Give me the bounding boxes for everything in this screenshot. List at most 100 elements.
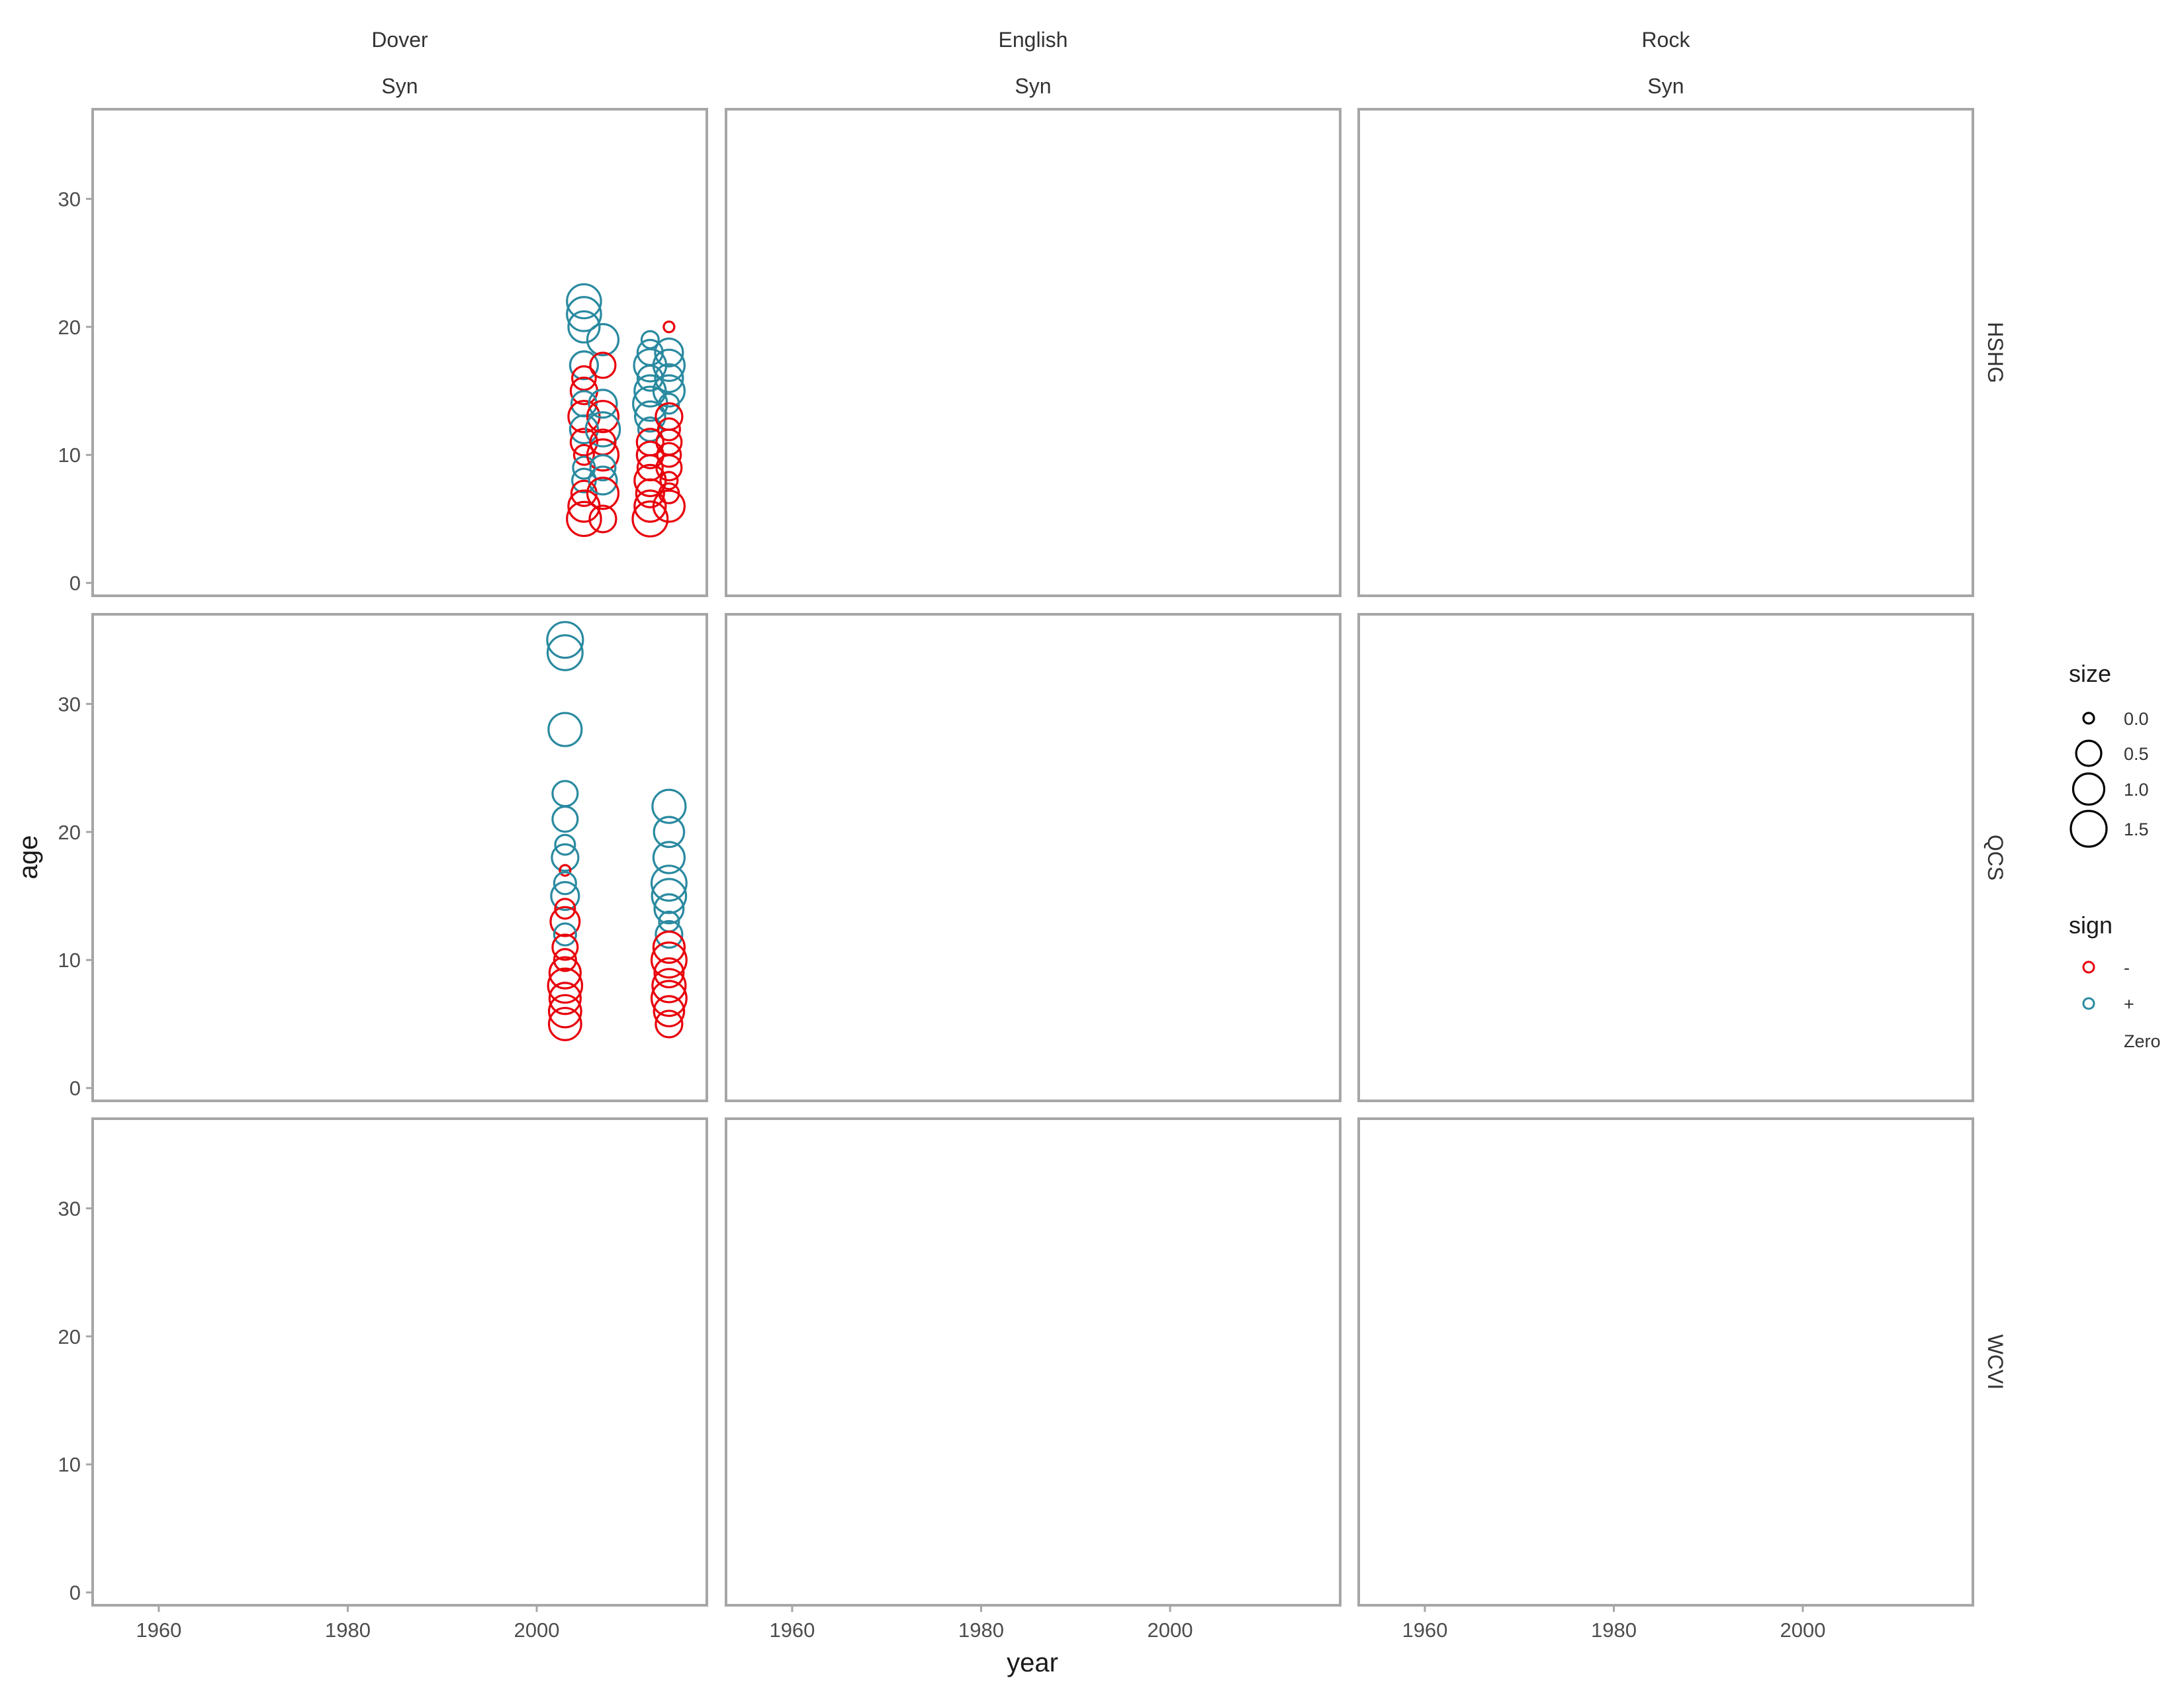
facet-panel — [725, 1117, 1342, 1607]
y-tick-label: 0 — [69, 572, 81, 595]
point-negative — [635, 440, 664, 469]
point-positive — [651, 788, 687, 824]
point-negative — [548, 982, 582, 1015]
point-positive — [652, 841, 686, 874]
point-positive — [551, 805, 579, 833]
point-negative — [635, 478, 665, 508]
facet-row-label: HSHG — [1983, 322, 2007, 383]
point-negative — [589, 352, 617, 379]
point-positive — [652, 348, 686, 382]
point-positive — [551, 843, 580, 872]
point-positive — [652, 374, 686, 408]
point-negative — [650, 941, 688, 979]
point-negative — [586, 438, 620, 472]
y-tick-label: 20 — [58, 316, 81, 339]
point-positive — [567, 310, 601, 344]
legend-size-key — [2071, 772, 2106, 806]
facet-col-label-bottom: Syn — [1647, 74, 1684, 98]
x-tick-label: 2000 — [1780, 1618, 1826, 1642]
facet-strips: Dover Syn English Syn Rock Syn HSHG QCS WCVI — [371, 28, 2007, 1389]
point-negative — [651, 968, 687, 1004]
legend-sign-key — [2082, 997, 2095, 1010]
facet-panel — [91, 613, 708, 1102]
panel-points — [566, 283, 686, 538]
y-tick-label: 30 — [58, 692, 81, 716]
point-positive — [588, 389, 618, 419]
point-negative — [653, 957, 685, 989]
x-tick-label: 1980 — [1591, 1618, 1637, 1642]
y-tick-label: 10 — [58, 444, 81, 467]
point-negative — [650, 980, 688, 1017]
point-positive — [547, 712, 583, 747]
legend-size-key — [2075, 739, 2103, 767]
point-positive — [554, 833, 576, 856]
point-positive — [566, 296, 602, 332]
legend-size-label: 0.0 — [2124, 709, 2149, 729]
facet-panel — [1357, 613, 1974, 1102]
legend-sign-title: sign — [2069, 912, 2113, 939]
x-axis-title: year — [1007, 1648, 1058, 1677]
point-negative — [653, 995, 686, 1027]
point-negative — [588, 504, 617, 534]
facet-row-label: WCVI — [1983, 1335, 2007, 1390]
x-tick-label: 1960 — [136, 1618, 181, 1642]
point-positive — [588, 465, 618, 496]
point-negative — [569, 428, 599, 457]
point-positive — [566, 283, 602, 320]
y-tick-label: 30 — [58, 1197, 81, 1220]
point-negative — [547, 967, 584, 1004]
x-tick-label: 1980 — [958, 1618, 1004, 1642]
point-negative — [659, 471, 679, 491]
point-positive — [651, 878, 688, 914]
point-negative — [655, 454, 683, 482]
point-negative — [662, 320, 676, 334]
facet-col-label-top: English — [999, 28, 1068, 52]
x-tick-label: 2000 — [1148, 1618, 1193, 1642]
point-negative — [566, 500, 602, 538]
point-negative — [631, 500, 669, 538]
facet-col-label-top: Dover — [371, 28, 428, 52]
facet-panels — [91, 108, 1974, 1607]
facet-panel — [91, 1117, 708, 1607]
point-positive — [653, 816, 686, 849]
facet-row-label: QCS — [1983, 835, 2007, 880]
point-positive — [550, 880, 580, 912]
legend-sign-label: + — [2124, 994, 2134, 1014]
legend: size 0.0 0.5 1.0 1.5 sign- + Zero — [2069, 660, 2161, 1051]
x-tick-label: 1980 — [325, 1618, 371, 1642]
facet-panel — [725, 613, 1342, 1102]
point-negative — [633, 489, 667, 523]
legend-size-label: 1.0 — [2124, 780, 2149, 800]
facet-col-label-bottom: Syn — [381, 74, 418, 98]
point-negative — [570, 365, 597, 391]
point-negative — [548, 956, 582, 990]
point-positive — [654, 337, 684, 368]
panel-points — [546, 621, 688, 1041]
point-negative — [586, 477, 620, 510]
axes: 0 10 20 30 0 10 20 30 0 10 20 30 1960 1980 2000 1960 198… — [58, 187, 1826, 1642]
y-tick-label: 20 — [58, 1325, 81, 1348]
point-positive — [653, 893, 685, 925]
facet-col-label-bottom: Syn — [1015, 74, 1051, 98]
legend-size-title: size — [2069, 660, 2111, 687]
point-positive — [655, 919, 684, 949]
point-negative — [553, 948, 577, 972]
point-negative — [559, 864, 572, 877]
point-positive — [569, 350, 599, 381]
point-negative — [586, 400, 620, 434]
point-negative — [656, 442, 682, 468]
point-negative — [547, 1007, 582, 1041]
legend-size-key — [2070, 810, 2108, 848]
legend-sign-label: - — [2124, 958, 2130, 978]
point-negative — [547, 994, 582, 1029]
point-positive — [589, 454, 617, 482]
y-tick-label: 0 — [69, 1581, 81, 1605]
point-positive — [553, 922, 577, 947]
facet-panel — [1357, 1117, 1974, 1607]
y-tick-label: 0 — [69, 1077, 81, 1100]
y-tick-label: 10 — [58, 949, 81, 972]
facet-panel — [725, 108, 1342, 597]
point-negative — [652, 930, 686, 964]
legend-sign-label: Zero — [2124, 1031, 2161, 1051]
